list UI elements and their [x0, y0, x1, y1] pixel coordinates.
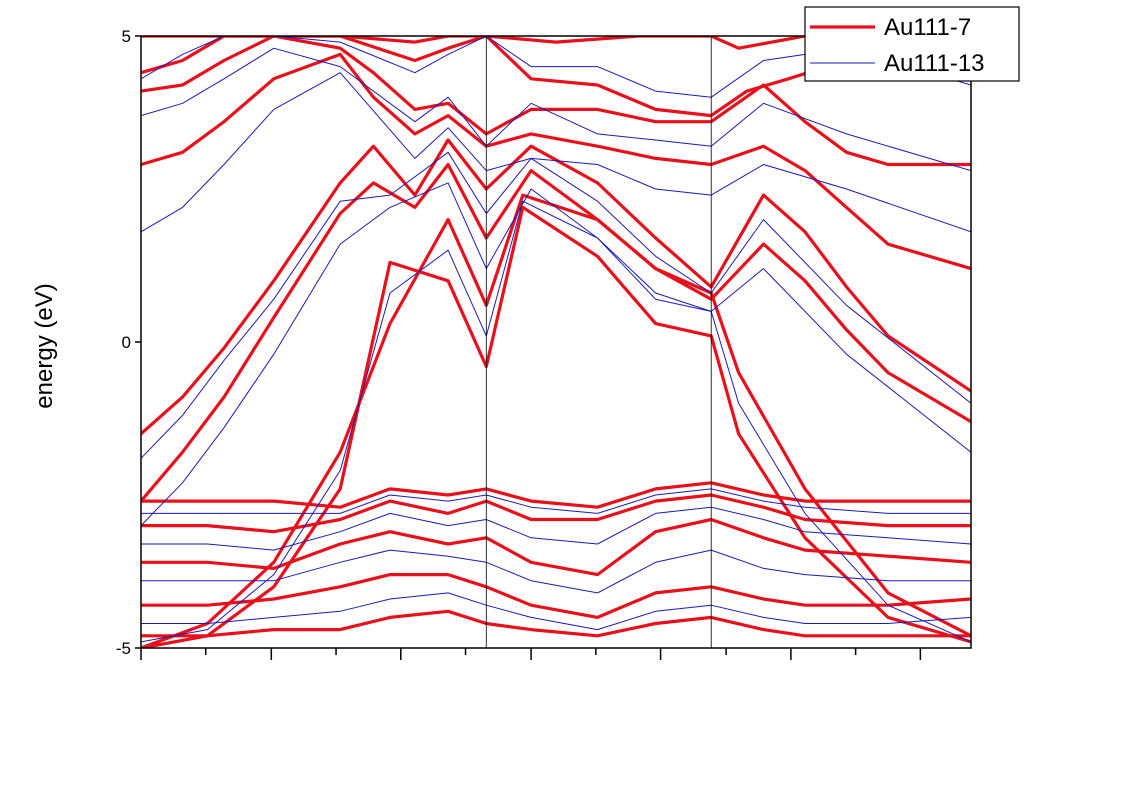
band-line — [141, 506, 971, 551]
high-symmetry-lines — [485, 36, 712, 648]
band-line — [141, 609, 971, 638]
legend-label: Au111-13 — [884, 50, 985, 77]
y-tick-label: 5 — [122, 27, 131, 46]
band-line — [141, 182, 971, 527]
band-line — [141, 205, 971, 648]
y-tick-label: -5 — [116, 639, 131, 658]
band-line — [141, 200, 971, 643]
legend-label: Au111-7 — [884, 14, 971, 41]
band-line — [141, 36, 971, 167]
band-line — [141, 36, 971, 98]
y-tick-label: 0 — [122, 333, 131, 352]
band-line — [141, 138, 971, 436]
legend-box — [804, 6, 1020, 82]
band-line — [141, 151, 971, 459]
legend: Au111-7 Au111-13 — [804, 6, 1020, 82]
band-line — [141, 481, 971, 509]
series-au111-7 — [141, 36, 971, 648]
series-au111-13 — [141, 36, 971, 643]
band-line — [141, 549, 971, 594]
band-line — [141, 36, 971, 50]
band-line — [141, 572, 971, 620]
band-line — [141, 493, 971, 534]
bands-layer — [141, 36, 971, 648]
band-line — [141, 193, 971, 648]
band-line — [141, 488, 971, 514]
band-line — [141, 52, 971, 271]
band-line — [141, 517, 971, 577]
plot-frame — [140, 35, 972, 649]
band-line — [141, 592, 971, 631]
y-axis-label: energy (eV) — [31, 283, 58, 408]
axes-layer: 5 0 -5 — [116, 27, 922, 660]
band-line — [141, 162, 971, 503]
